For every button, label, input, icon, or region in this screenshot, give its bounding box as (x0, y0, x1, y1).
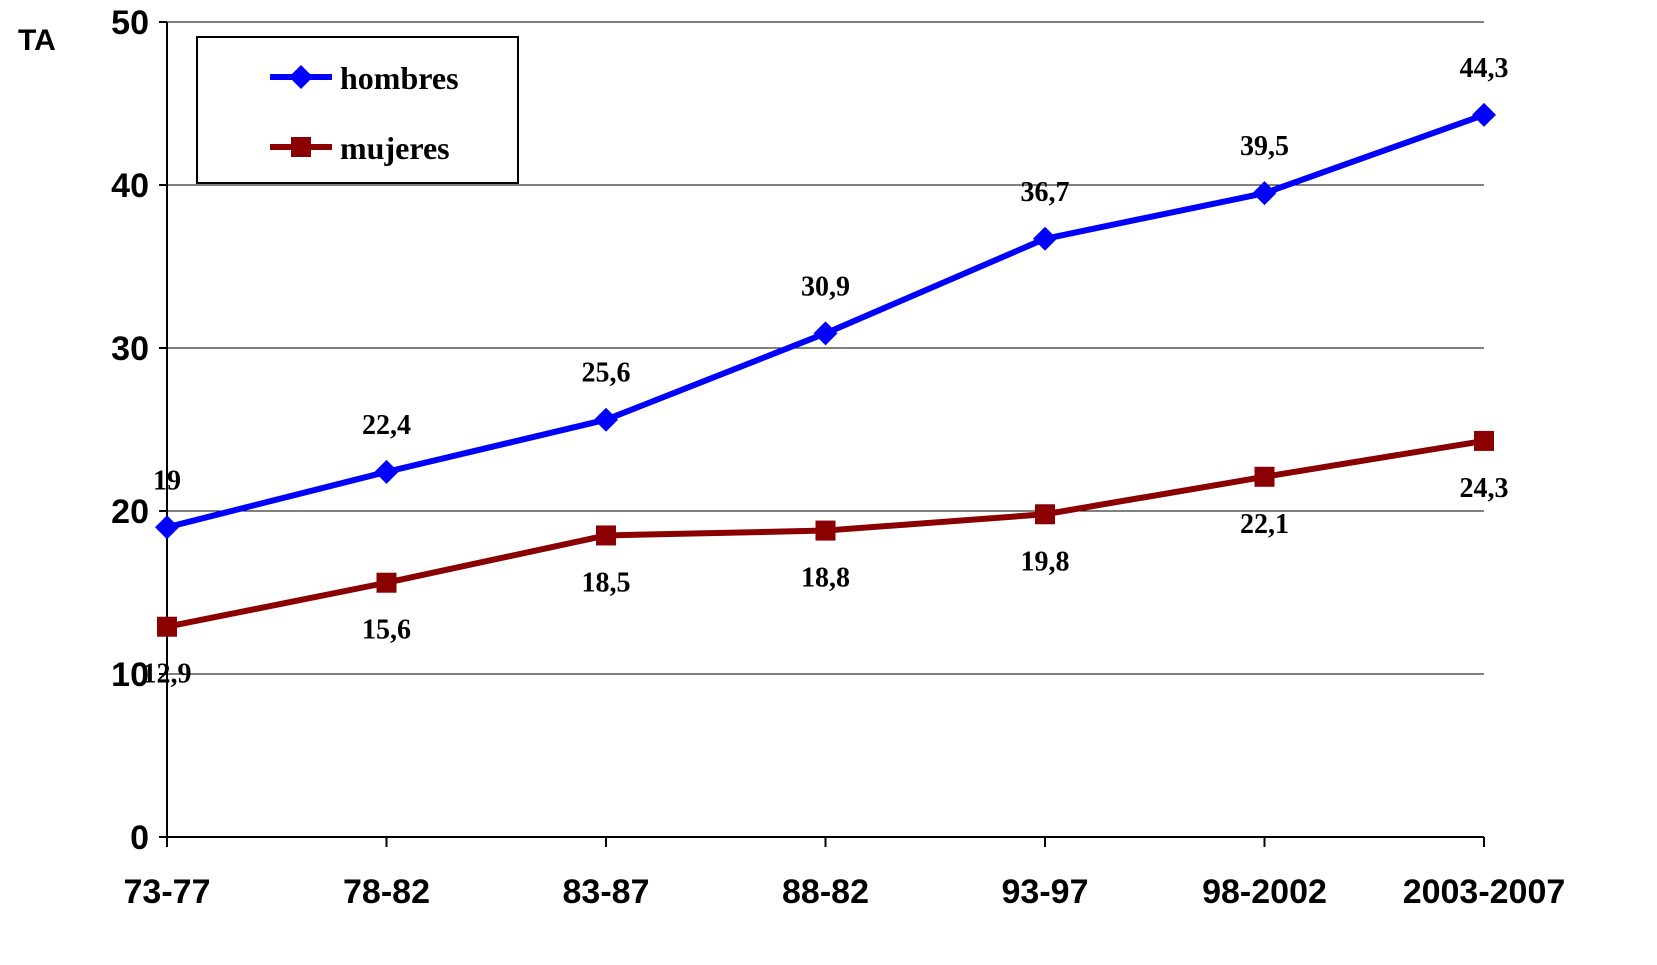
x-tick-label-0: 73-77 (124, 873, 211, 911)
data-label-hombres-3: 30,9 (801, 271, 850, 302)
data-label-mujeres-0: 12,9 (143, 659, 192, 690)
point-hombres-2 (594, 407, 618, 432)
point-mujeres-6 (1474, 430, 1494, 451)
y-tick-label-0: 0 (130, 819, 149, 857)
x-tick-label-2: 83-87 (563, 873, 650, 911)
series-hombres: 19 22,4 25,6 30,9 36,7 39,5 44,3 (153, 53, 1509, 540)
data-label-mujeres-5: 22,1 (1240, 509, 1289, 540)
y-axis-label: TA (18, 24, 56, 57)
point-mujeres-5 (1254, 466, 1275, 487)
x-tick-label-3: 88-82 (782, 873, 869, 911)
point-hombres-4 (1033, 226, 1057, 251)
data-label-mujeres-6: 24,3 (1460, 473, 1509, 504)
point-hombres-3 (813, 321, 838, 346)
series-mujeres: 12,9 15,6 18,5 18,8 19,8 22,1 24,3 (143, 430, 1509, 690)
point-mujeres-3 (815, 520, 836, 541)
y-tick-label-10: 10 (111, 656, 149, 694)
y-axis-ticks: 0 10 20 30 40 50 (111, 4, 167, 857)
point-mujeres-0 (157, 616, 177, 637)
legend: hombres mujeres (196, 36, 519, 184)
point-mujeres-4 (1035, 504, 1055, 525)
y-tick-label-50: 50 (111, 4, 149, 42)
point-hombres-0 (155, 515, 179, 540)
x-tick-label-1: 78-82 (343, 873, 430, 911)
x-tick-label-5: 98-2002 (1202, 873, 1327, 911)
legend-box (196, 36, 519, 184)
data-label-hombres-0: 19 (153, 465, 181, 496)
y-tick-label-40: 40 (111, 167, 149, 205)
series-group: 19 22,4 25,6 30,9 36,7 39,5 44,3 12,9 15,6 18,5 18… (143, 53, 1509, 690)
x-axis-ticks: 73-77 78-82 83-87 88-82 93-97 98-2002 2003-200… (124, 837, 1566, 911)
x-tick-label-6: 2003-2007 (1403, 873, 1566, 911)
point-hombres-6 (1472, 102, 1496, 127)
data-label-hombres-5: 39,5 (1240, 131, 1289, 162)
data-label-hombres-1: 22,4 (362, 410, 411, 441)
point-mujeres-1 (376, 572, 397, 593)
point-hombres-1 (374, 459, 399, 484)
data-label-hombres-2: 25,6 (582, 358, 631, 389)
data-label-mujeres-1: 15,6 (362, 615, 411, 646)
data-label-hombres-4: 36,7 (1021, 177, 1070, 208)
data-label-hombres-6: 44,3 (1460, 53, 1509, 84)
y-tick-label-30: 30 (111, 330, 149, 368)
point-hombres-5 (1252, 181, 1277, 206)
data-label-mujeres-4: 19,8 (1021, 546, 1070, 577)
data-label-mujeres-2: 18,5 (582, 567, 631, 598)
x-tick-label-4: 93-97 (1002, 873, 1089, 911)
y-tick-label-20: 20 (111, 493, 149, 531)
point-mujeres-2 (596, 525, 616, 546)
legend-marker-mujeres (291, 137, 311, 157)
legend-label-hombres: hombres (340, 60, 459, 96)
data-label-mujeres-3: 18,8 (801, 563, 850, 594)
legend-label-mujeres: mujeres (340, 130, 450, 166)
legend-marker-hombres (289, 65, 313, 89)
